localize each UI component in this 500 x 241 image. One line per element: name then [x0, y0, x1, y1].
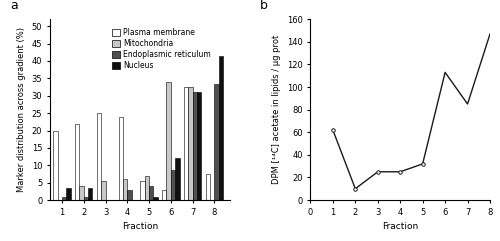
Bar — [66, 188, 70, 200]
Bar — [62, 197, 66, 200]
Bar — [140, 181, 144, 200]
Bar — [144, 176, 149, 200]
Text: a: a — [10, 0, 18, 12]
Y-axis label: Marker distribution across gradient (%): Marker distribution across gradient (%) — [17, 27, 26, 192]
Legend: Plasma membrane, Mitochondria, Endoplasmic reticulum, Nucleus: Plasma membrane, Mitochondria, Endoplasm… — [110, 27, 212, 72]
Bar — [118, 117, 123, 200]
Bar — [154, 197, 158, 200]
Bar — [162, 190, 166, 200]
Bar — [54, 131, 58, 200]
Bar — [80, 186, 84, 200]
Bar — [184, 87, 188, 200]
Bar — [218, 56, 223, 200]
Bar — [166, 82, 171, 200]
Bar — [175, 158, 180, 200]
Bar — [101, 181, 105, 200]
Bar — [97, 113, 101, 200]
Bar — [128, 190, 132, 200]
Bar — [188, 87, 192, 200]
Bar — [75, 124, 80, 200]
Bar — [123, 179, 128, 200]
Bar — [171, 170, 175, 200]
Bar — [149, 186, 154, 200]
Bar — [84, 197, 88, 200]
Bar — [192, 92, 197, 200]
Bar — [214, 84, 218, 200]
X-axis label: Fraction: Fraction — [382, 222, 418, 231]
Y-axis label: DPM [¹⁴C] acetate in lipids / μg prot: DPM [¹⁴C] acetate in lipids / μg prot — [272, 35, 281, 184]
Text: b: b — [260, 0, 268, 12]
X-axis label: Fraction: Fraction — [122, 222, 158, 231]
Bar — [197, 92, 202, 200]
Bar — [206, 174, 210, 200]
Bar — [88, 188, 92, 200]
